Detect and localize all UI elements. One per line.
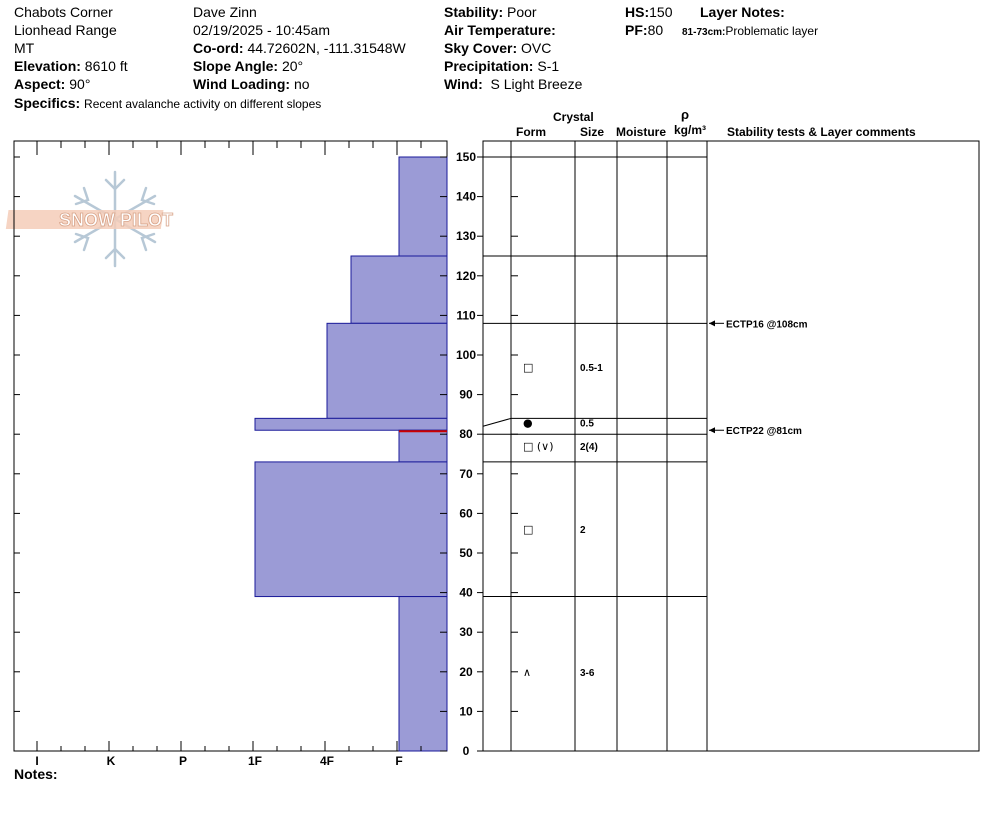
- depth-tick-label: 140: [456, 190, 476, 204]
- hardness-axis-label: K: [107, 754, 116, 768]
- depth-tick-label: 100: [456, 348, 476, 362]
- crystal-table-columns: [510, 141, 708, 751]
- density-unit-header: kg/m³: [674, 123, 707, 137]
- crystal-form: ●: [523, 416, 533, 429]
- stability: Stability: Poor: [444, 4, 537, 20]
- crystal-form: □ (∨): [523, 440, 554, 453]
- crystal-size: 3-6: [580, 668, 595, 679]
- depth-tick-label: 150: [456, 150, 476, 164]
- sky-cover: Sky Cover: OVC: [444, 40, 552, 56]
- comments-header: Stability tests & Layer comments: [727, 125, 916, 139]
- hardness-axis-label: 4F: [320, 754, 334, 768]
- depth-tick-label: 70: [459, 467, 473, 481]
- hardness-axis: I K P 1F 4F F: [35, 754, 402, 768]
- form-header: Form: [516, 125, 546, 139]
- coordinates: Co-ord: 44.72602N, -111.31548W: [193, 40, 406, 56]
- precipitation: Precipitation: S-1: [444, 58, 560, 74]
- left-depth-ticks: [14, 156, 20, 752]
- hardness-axis-label: I: [35, 754, 38, 768]
- crystal-form: □: [523, 361, 533, 374]
- stability-test-label: ECTP16 @108cm: [726, 319, 808, 330]
- rho-header: ρ: [681, 107, 690, 122]
- air-temperature: Air Temperature:: [444, 22, 556, 38]
- stability-test-label: ECTP22 @81cm: [726, 426, 802, 437]
- range: Lionhead Range: [14, 22, 117, 38]
- crystal-layer-entries: □ 0.5-1 ● 0.5 □ (∨) 2(4) □ 2 ∧ 3-6: [523, 361, 603, 679]
- hardness-layer-6: [398, 596, 448, 752]
- depth-tick-label: 110: [456, 308, 476, 322]
- slope-angle: Slope Angle: 20°: [193, 58, 304, 74]
- hardness-axis-label: P: [179, 754, 187, 768]
- hardness-top-ticks: [36, 141, 422, 751]
- logo-text: SNOW PILOT: [59, 210, 173, 230]
- hardness-layer-0: [398, 156, 448, 257]
- hardness-layer-3: [254, 417, 448, 431]
- location: Chabots Corner: [14, 4, 113, 20]
- hardness-layer-2: [326, 322, 448, 419]
- wind: Wind: S Light Breeze: [444, 76, 583, 92]
- test-arrowhead: [709, 427, 715, 434]
- depth-tick-label: 90: [459, 388, 473, 402]
- datetime: 02/19/2025 - 10:45am: [193, 22, 330, 38]
- snowpilot-logo: SNOW PILOT: [5, 170, 173, 268]
- state: MT: [14, 40, 35, 56]
- crystal-form: □: [523, 523, 533, 536]
- crystal-size: 0.5-1: [580, 363, 603, 374]
- form-column-ticks: [511, 156, 518, 752]
- layer-notes: 81-73cm:Problematic layer: [682, 24, 819, 38]
- crystal-size: 2(4): [580, 442, 598, 453]
- hardness-chart-frame: [13, 140, 448, 752]
- depth-axis: 0 10 20 30 40 50 60 70 80 90 100 110 120 130 140 150: [440, 150, 483, 758]
- depth-tick-label: 30: [459, 625, 473, 639]
- penetration-foot: PF:80: [625, 22, 664, 38]
- hardness-layers: [254, 156, 448, 752]
- specifics: Specifics: Recent avalanche activity on …: [14, 95, 322, 111]
- depth-tick-label: 120: [456, 269, 476, 283]
- hardness-axis-label: 1F: [248, 754, 262, 768]
- hardness-layer-5: [254, 461, 448, 598]
- notes-label: Notes:: [14, 766, 58, 782]
- depth-tick-label: 80: [459, 427, 473, 441]
- stability-test-entries: ECTP16 @108cm ECTP22 @81cm: [709, 319, 808, 437]
- depth-tick-label: 0: [463, 744, 470, 758]
- test-arrowhead: [709, 320, 715, 327]
- crystal-table-rows: [482, 156, 707, 598]
- crystal-size: 2: [580, 525, 586, 536]
- hardness-layer-4: [398, 429, 448, 463]
- depth-tick-label: 10: [459, 704, 473, 718]
- moisture-header: Moisture: [616, 125, 667, 139]
- layer-notes-title: Layer Notes:: [700, 4, 785, 20]
- depth-tick-label: 40: [459, 586, 473, 600]
- depth-tick-label: 20: [459, 665, 473, 679]
- depth-tick-label: 60: [459, 506, 473, 520]
- crystal-header: Crystal: [553, 110, 594, 124]
- hardness-axis-label: F: [395, 754, 402, 768]
- crystal-form: ∧: [523, 666, 531, 679]
- observer: Dave Zinn: [193, 4, 257, 20]
- size-header: Size: [580, 125, 605, 139]
- depth-tick-label: 130: [456, 229, 476, 243]
- table-connector: [482, 417, 512, 427]
- wind-loading: Wind Loading: no: [193, 76, 310, 92]
- crystal-size: 0.5: [580, 418, 594, 429]
- depth-tick-label: 50: [459, 546, 473, 560]
- hardness-layer-1: [350, 255, 448, 324]
- elevation: Elevation: 8610 ft: [14, 58, 128, 74]
- aspect: Aspect: 90°: [14, 76, 91, 92]
- crystal-table-frame: [482, 140, 980, 752]
- snow-height: HS:150: [625, 4, 673, 20]
